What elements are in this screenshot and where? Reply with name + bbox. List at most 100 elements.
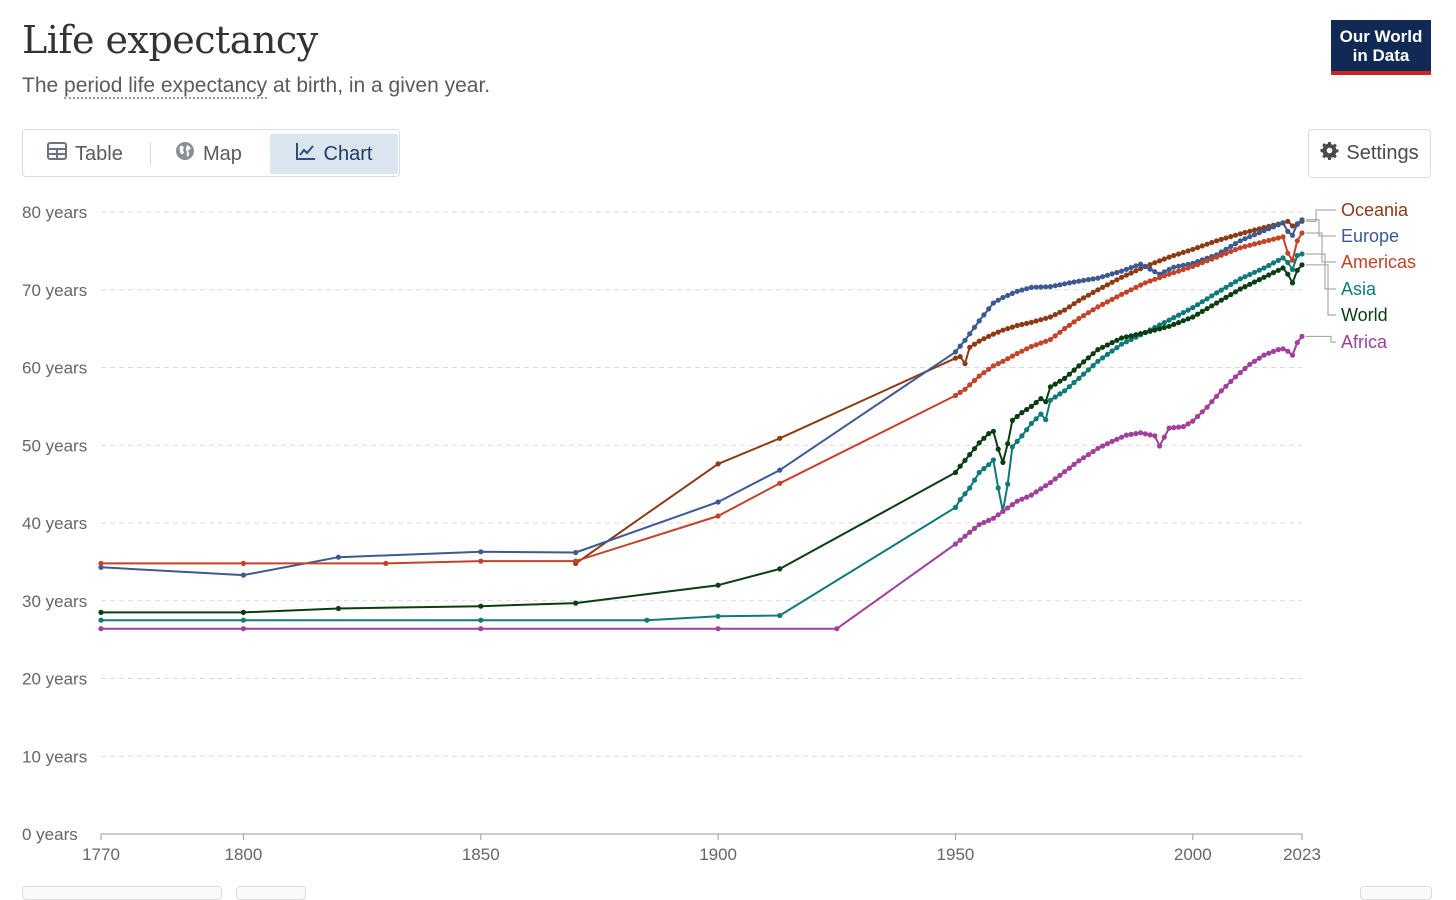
data-point bbox=[98, 617, 104, 623]
data-point bbox=[1242, 284, 1248, 290]
data-point bbox=[1047, 284, 1053, 290]
data-point bbox=[1142, 280, 1148, 286]
series-world[interactable] bbox=[98, 262, 1305, 616]
data-point bbox=[1133, 263, 1139, 269]
data-point bbox=[1062, 281, 1068, 287]
data-point bbox=[1228, 234, 1234, 240]
data-point bbox=[1109, 279, 1115, 285]
data-point bbox=[1242, 236, 1248, 242]
data-point bbox=[1176, 268, 1182, 274]
data-point bbox=[981, 370, 987, 376]
data-point bbox=[1251, 232, 1258, 238]
data-point bbox=[1138, 331, 1144, 337]
data-point bbox=[1147, 262, 1153, 268]
data-point bbox=[240, 560, 246, 567]
data-point bbox=[1214, 254, 1220, 260]
data-point bbox=[1223, 383, 1229, 389]
data-point bbox=[1209, 256, 1215, 262]
data-point bbox=[1195, 302, 1201, 308]
data-point bbox=[1152, 433, 1158, 439]
data-point bbox=[1000, 459, 1006, 465]
data-point bbox=[1005, 441, 1011, 447]
data-point bbox=[1285, 259, 1291, 266]
data-point bbox=[952, 504, 959, 510]
data-point bbox=[1223, 294, 1229, 300]
data-point bbox=[1161, 320, 1167, 326]
data-point bbox=[990, 331, 997, 337]
data-point bbox=[1100, 344, 1106, 350]
data-point bbox=[1180, 318, 1186, 324]
data-point bbox=[1052, 283, 1058, 289]
bottom-control-mid[interactable] bbox=[236, 886, 306, 900]
data-point bbox=[1285, 218, 1291, 224]
data-point bbox=[1204, 306, 1210, 312]
data-point bbox=[1138, 261, 1144, 267]
data-point bbox=[777, 612, 783, 619]
legend-label-asia[interactable]: Asia bbox=[1341, 279, 1377, 299]
data-point bbox=[777, 566, 783, 572]
data-point bbox=[1038, 396, 1044, 402]
legend-label-oceania[interactable]: Oceania bbox=[1341, 200, 1409, 220]
data-point bbox=[1090, 448, 1096, 455]
data-point bbox=[1256, 355, 1262, 361]
legend-label-africa[interactable]: Africa bbox=[1341, 332, 1388, 352]
tab-map[interactable]: Map bbox=[175, 134, 242, 174]
data-point bbox=[1228, 378, 1234, 385]
data-point bbox=[1247, 271, 1253, 278]
data-point bbox=[967, 382, 973, 388]
data-point bbox=[986, 306, 992, 312]
data-point bbox=[573, 549, 579, 556]
data-point bbox=[1009, 502, 1016, 508]
series-europe[interactable] bbox=[98, 217, 1305, 578]
data-point bbox=[1085, 277, 1091, 283]
data-point bbox=[971, 525, 978, 532]
data-point bbox=[1176, 312, 1182, 318]
series-asia[interactable] bbox=[98, 251, 1305, 623]
data-point bbox=[1109, 348, 1115, 354]
data-point bbox=[1005, 356, 1011, 362]
x-tick-label: 2023 bbox=[1283, 845, 1321, 864]
data-point bbox=[1166, 317, 1172, 323]
bottom-control-left[interactable] bbox=[22, 886, 222, 900]
data-point bbox=[1161, 434, 1167, 440]
data-point bbox=[1047, 397, 1053, 403]
data-point bbox=[1142, 264, 1148, 270]
data-point bbox=[777, 435, 783, 441]
view-tabs: Table Map Chart bbox=[22, 129, 400, 177]
data-point bbox=[1275, 347, 1281, 353]
data-point bbox=[1052, 333, 1058, 339]
data-point bbox=[1000, 294, 1006, 301]
data-point bbox=[952, 355, 959, 361]
data-point bbox=[1223, 250, 1229, 256]
data-point bbox=[1128, 333, 1134, 339]
series-africa[interactable] bbox=[98, 333, 1305, 632]
period-life-expectancy-link[interactable]: period life expectancy bbox=[64, 74, 268, 99]
data-point bbox=[1185, 265, 1191, 271]
data-point bbox=[1299, 262, 1305, 268]
legend-label-europe[interactable]: Europe bbox=[1341, 226, 1399, 246]
data-point bbox=[1104, 351, 1110, 357]
data-point bbox=[1270, 224, 1277, 230]
data-point bbox=[1218, 287, 1224, 293]
bottom-control-right[interactable] bbox=[1360, 886, 1432, 900]
tab-chart[interactable]: Chart bbox=[270, 134, 398, 174]
settings-button[interactable]: Settings bbox=[1308, 129, 1431, 178]
legend-label-world[interactable]: World bbox=[1341, 305, 1388, 325]
data-point bbox=[1266, 350, 1272, 356]
data-point bbox=[1062, 375, 1068, 381]
data-point bbox=[1128, 431, 1134, 437]
data-point bbox=[1005, 505, 1011, 511]
tab-table[interactable]: Table bbox=[47, 134, 123, 174]
data-point bbox=[1247, 361, 1253, 367]
owid-logo[interactable]: Our World in Data bbox=[1331, 20, 1431, 75]
data-point bbox=[777, 480, 783, 486]
data-point bbox=[1275, 222, 1281, 228]
legend-label-americas[interactable]: Americas bbox=[1341, 252, 1416, 272]
data-point bbox=[1123, 266, 1129, 272]
data-point bbox=[1090, 307, 1096, 313]
y-tick-label: 70 years bbox=[22, 281, 87, 300]
series-americas[interactable] bbox=[98, 230, 1305, 567]
data-point bbox=[1242, 274, 1248, 280]
data-point bbox=[1228, 292, 1234, 298]
logo-line-1: Our World bbox=[1339, 27, 1423, 46]
